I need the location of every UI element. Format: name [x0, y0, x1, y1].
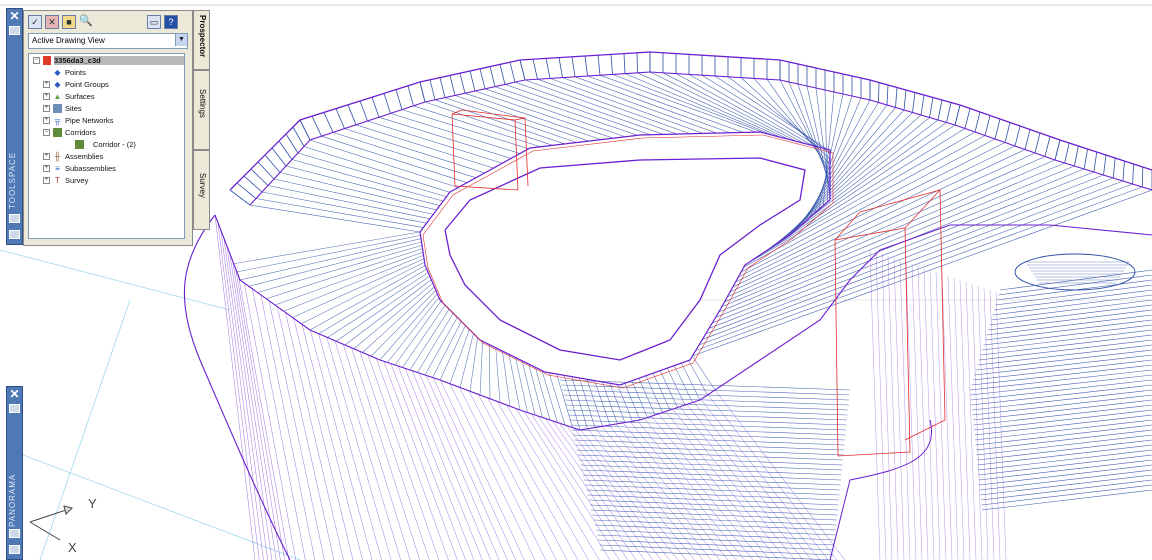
tree-item-subassemblies[interactable]: + ≡ Subassemblies — [29, 162, 184, 174]
chevron-down-icon[interactable]: ▼ — [175, 34, 187, 46]
tree-item-label: Corridor - (2) — [93, 139, 136, 149]
corridor-icon — [75, 139, 84, 149]
prospector-tree: − 3356da3_c3d ◆ Points + ◆ Point Groups … — [28, 53, 185, 239]
panorama-autohide-icon[interactable] — [9, 529, 20, 538]
expand-icon[interactable]: + — [43, 92, 50, 100]
toolspace-title-strip[interactable]: ✕ TOOLSPACE — [6, 8, 23, 245]
survey-icon[interactable]: ■ — [62, 15, 76, 29]
tree-item-label: Point Groups — [65, 79, 109, 89]
panel-icon[interactable]: ▭ — [147, 15, 161, 29]
tree-item-corridors[interactable]: − Corridors — [29, 126, 184, 138]
expand-icon[interactable]: + — [43, 80, 50, 88]
corridor-3d-mesh — [0, 4, 1152, 560]
tree-item-survey[interactable]: + T Survey — [29, 174, 184, 186]
tree-item-label: Assemblies — [65, 151, 104, 161]
tab-label: Settings — [198, 89, 207, 118]
collapse-icon[interactable]: − — [33, 56, 40, 64]
toolspace-menu-icon[interactable] — [9, 26, 20, 35]
toolspace-title: TOOLSPACE — [8, 151, 17, 209]
tree-root-label: 3356da3_c3d — [54, 55, 184, 65]
toolspace-toolbar: ✓ ✕ ■ 🔍 ▭ ? — [24, 11, 192, 33]
collapse-icon[interactable]: − — [43, 128, 50, 136]
view-select-value: Active Drawing View — [32, 36, 105, 45]
tab-survey[interactable]: Survey — [193, 150, 210, 230]
settings-icon[interactable]: ✕ — [45, 15, 59, 29]
tab-prospector[interactable]: Prospector — [193, 10, 210, 70]
points-icon: ◆ — [54, 67, 61, 77]
tree-item-assemblies[interactable]: + ╫ Assemblies — [29, 150, 184, 162]
tree-item-label: Pipe Networks — [65, 115, 114, 125]
tree-item-pipe-networks[interactable]: + ╦ Pipe Networks — [29, 114, 184, 126]
panorama-close-icon[interactable]: ✕ — [9, 387, 20, 401]
survey-tree-icon: T — [55, 175, 60, 185]
expand-icon[interactable]: + — [43, 176, 50, 184]
tab-label: Prospector — [198, 15, 207, 58]
assemblies-icon: ╫ — [54, 151, 61, 161]
tree-root[interactable]: − 3356da3_c3d — [29, 54, 184, 66]
drawing-icon — [42, 55, 51, 65]
toolspace-properties-icon[interactable] — [9, 230, 20, 239]
red-section-box-right — [834, 189, 946, 457]
tree-item-point-groups[interactable]: + ◆ Point Groups — [29, 78, 184, 90]
sites-icon — [53, 103, 62, 113]
toolspace-autohide-icon[interactable] — [9, 214, 20, 223]
subassemblies-icon: ≡ — [55, 163, 60, 173]
tree-item-label: Points — [65, 67, 86, 77]
search-icon[interactable]: 🔍 — [79, 15, 93, 27]
panorama-properties-icon[interactable] — [9, 545, 20, 554]
ucs-y-label: Y — [88, 496, 97, 511]
tree-item-label: Subassemblies — [65, 163, 116, 173]
tab-label: Survey — [198, 173, 207, 198]
tree-item-label: Survey — [65, 175, 89, 185]
tree-item-label: Surfaces — [65, 91, 95, 101]
help-icon[interactable]: ? — [164, 15, 178, 29]
expand-icon[interactable]: + — [43, 164, 50, 172]
corridors-icon — [53, 127, 62, 137]
prospector-icon[interactable]: ✓ — [28, 15, 42, 29]
panorama-menu-icon[interactable] — [9, 404, 20, 413]
toolspace-close-icon[interactable]: ✕ — [9, 9, 20, 23]
tree-item-corridor-child[interactable]: Corridor - (2) — [29, 138, 184, 150]
toolspace-panel: ✓ ✕ ■ 🔍 ▭ ? Active Drawing View ▼ − 3356… — [23, 10, 193, 246]
expand-icon[interactable]: + — [43, 152, 50, 160]
surfaces-icon: ▲ — [53, 91, 62, 101]
panorama-title: PANORAMA — [8, 473, 17, 527]
panorama-title-strip[interactable]: ✕ PANORAMA — [6, 386, 23, 560]
tree-item-surfaces[interactable]: + ▲ Surfaces — [29, 90, 184, 102]
ucs-x-label: X — [68, 540, 77, 555]
pipe-networks-icon: ╦ — [54, 115, 61, 125]
tree-item-label: Sites — [65, 103, 82, 113]
tree-item-label: Corridors — [65, 127, 96, 137]
expand-icon[interactable]: + — [43, 116, 50, 124]
tree-item-points[interactable]: ◆ Points — [29, 66, 184, 78]
tab-settings[interactable]: Settings — [193, 70, 210, 150]
ucs-icon — [29, 505, 73, 541]
red-section-box-left — [451, 109, 529, 191]
view-select[interactable]: Active Drawing View ▼ — [28, 33, 188, 49]
tree-item-sites[interactable]: + Sites — [29, 102, 184, 114]
expand-icon[interactable]: + — [43, 104, 50, 112]
point-groups-icon: ◆ — [54, 79, 61, 89]
